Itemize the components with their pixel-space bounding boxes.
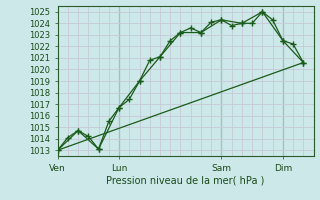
X-axis label: Pression niveau de la mer( hPa ): Pression niveau de la mer( hPa ) [107,175,265,185]
